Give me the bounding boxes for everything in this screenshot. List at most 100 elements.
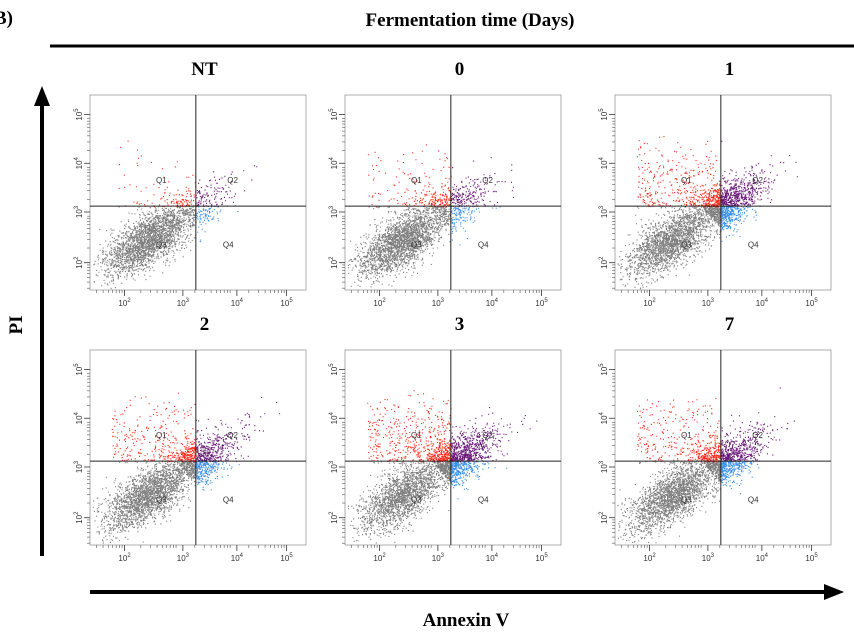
dot-cloud-purple	[451, 157, 514, 208]
quadrant-label: Q3	[156, 495, 167, 504]
tick-exponent: 4	[329, 411, 335, 415]
tick-exponent: 2	[329, 256, 335, 260]
dot-cloud-purple	[450, 407, 538, 463]
tick-base: 10	[118, 299, 127, 308]
quadrant-label: Q2	[752, 431, 763, 440]
y-tick-label: 102	[329, 511, 339, 524]
x-tick-label: 104	[486, 298, 499, 308]
quadrant-label: Q1	[156, 431, 167, 440]
quadrant-label: Q2	[227, 176, 238, 185]
tick-exponent: 5	[544, 553, 548, 559]
dot-cloud-red	[367, 390, 452, 463]
tick-base: 10	[373, 554, 382, 563]
tick-base: 10	[643, 299, 652, 308]
x-tick-label: 102	[373, 298, 386, 308]
panel-title: 7	[725, 314, 735, 335]
x-axis-label: Annexin V	[423, 610, 510, 631]
x-tick-label: 105	[280, 298, 293, 308]
tick-exponent: 5	[74, 108, 80, 112]
x-tick-label: 104	[756, 553, 769, 563]
tick-exponent: 3	[186, 298, 190, 304]
tick-base: 10	[280, 299, 289, 308]
quadrant-label: Q3	[156, 240, 167, 249]
x-tick-label: 105	[535, 553, 548, 563]
y-tick-label: 102	[74, 511, 84, 524]
dot-cloud-blue	[720, 461, 760, 495]
quadrant-label: Q3	[411, 240, 422, 249]
x-tick-label: 103	[177, 553, 190, 563]
dot-cloud-gray	[617, 461, 722, 544]
tick-exponent: 3	[599, 205, 605, 209]
tick-exponent: 2	[599, 511, 605, 515]
dot-cloud-gray	[92, 461, 197, 544]
y-tick-label: 104	[329, 411, 339, 424]
y-tick-label: 105	[599, 108, 609, 121]
y-tick-label: 103	[599, 460, 609, 473]
tick-exponent: 4	[495, 553, 499, 559]
quadrant-label: Q2	[482, 176, 493, 185]
dot-cloud-red	[111, 392, 197, 463]
tick-exponent: 5	[599, 108, 605, 112]
x-tick-label: 102	[643, 553, 656, 563]
tick-base: 10	[600, 209, 609, 218]
quadrant-label: Q4	[223, 495, 234, 504]
y-tick-label: 105	[74, 363, 84, 376]
tick-exponent: 4	[495, 298, 499, 304]
tick-base: 10	[75, 111, 84, 120]
quadrant-label: Q2	[227, 431, 238, 440]
tick-base: 10	[75, 366, 84, 375]
tick-exponent: 5	[814, 298, 818, 304]
dot-cloud-red	[118, 140, 197, 208]
tick-base: 10	[330, 415, 339, 424]
tick-exponent: 3	[74, 205, 80, 209]
quadrant-label: Q2	[752, 176, 763, 185]
y-tick-label: 104	[74, 411, 84, 424]
tick-base: 10	[330, 111, 339, 120]
tick-base: 10	[75, 464, 84, 473]
tick-base: 10	[75, 209, 84, 218]
tick-base: 10	[330, 209, 339, 218]
tick-base: 10	[231, 299, 240, 308]
x-tick-label: 104	[231, 553, 244, 563]
y-tick-label: 103	[329, 205, 339, 218]
quadrant-label: Q1	[411, 431, 422, 440]
y-tick-label: 104	[74, 156, 84, 169]
tick-base: 10	[330, 259, 339, 268]
tick-exponent: 4	[765, 298, 769, 304]
dot-cloud-blue	[195, 461, 240, 491]
tick-exponent: 2	[127, 553, 131, 559]
tick-base: 10	[535, 299, 544, 308]
tick-base: 10	[702, 299, 711, 308]
tick-exponent: 4	[74, 411, 80, 415]
quadrant-label: Q4	[748, 495, 759, 504]
panel-label: B)	[0, 8, 13, 29]
y-tick-label: 105	[74, 108, 84, 121]
tick-base: 10	[756, 554, 765, 563]
tick-base: 10	[177, 299, 186, 308]
quadrant-label: Q4	[223, 240, 234, 249]
y-tick-label: 103	[599, 205, 609, 218]
panel-title: 3	[455, 314, 465, 335]
tick-base: 10	[600, 366, 609, 375]
tick-base: 10	[805, 554, 814, 563]
y-tick-label: 104	[599, 411, 609, 424]
y-tick-label: 105	[329, 108, 339, 121]
y-tick-label: 103	[74, 205, 84, 218]
tick-base: 10	[75, 259, 84, 268]
tick-exponent: 2	[74, 511, 80, 515]
tick-exponent: 2	[382, 298, 386, 304]
x-arrow-head	[824, 584, 844, 600]
y-tick-label: 105	[599, 363, 609, 376]
tick-exponent: 5	[289, 553, 293, 559]
x-tick-label: 103	[702, 553, 715, 563]
tick-exponent: 2	[652, 553, 656, 559]
y-tick-label: 105	[329, 363, 339, 376]
tick-base: 10	[600, 111, 609, 120]
plot-frame	[344, 94, 562, 291]
tick-exponent: 2	[74, 256, 80, 260]
x-tick-label: 103	[702, 298, 715, 308]
dot-cloud-gray	[347, 461, 452, 544]
tick-base: 10	[600, 259, 609, 268]
tick-exponent: 4	[599, 156, 605, 160]
